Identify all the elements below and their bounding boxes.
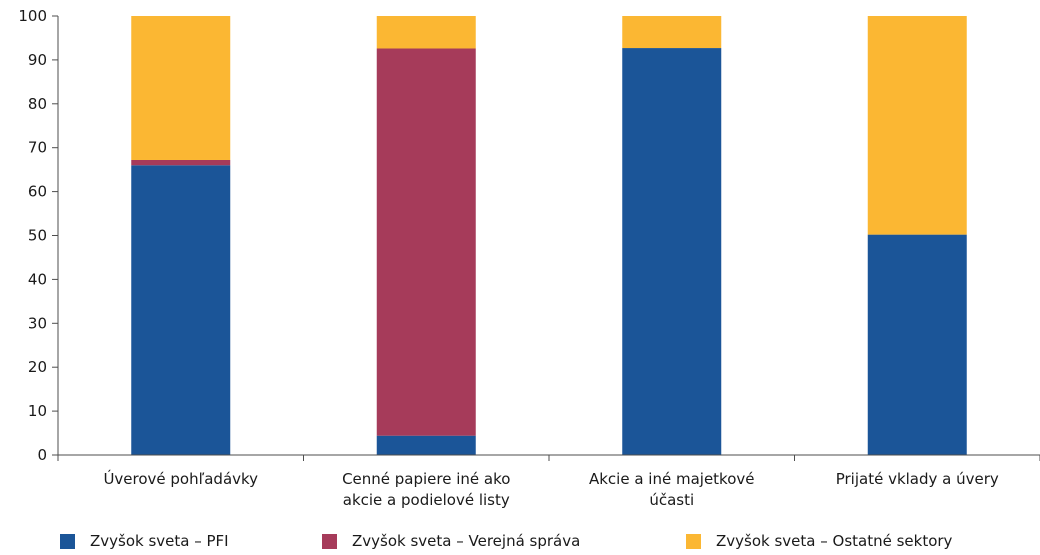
- bar-segment-cat0-series1: [131, 159, 231, 166]
- bar-segment-cat2-series0: [622, 48, 722, 456]
- y-tick-label: 0: [37, 446, 47, 464]
- axes-group: [52, 15, 1040, 461]
- x-category-label: Prijaté vklady a úvery: [836, 470, 999, 488]
- legend-swatch-pfi: [60, 533, 75, 549]
- y-tick-label: 90: [28, 51, 47, 69]
- y-tick-label: 100: [18, 7, 47, 25]
- y-tick-labels: 0 10 20 30 40 50 60 70 80 90 100: [18, 7, 47, 464]
- legend-swatch-verejna-sprava: [322, 533, 337, 549]
- bar-segment-cat1-series1: [376, 48, 476, 436]
- x-category-label: Úverové pohľadávky: [103, 469, 258, 488]
- bar-segment-cat0-series0: [131, 165, 231, 455]
- legend-swatch-ostatne-sektory: [686, 533, 701, 549]
- stacked-bar-chart: 0 10 20 30 40 50 60 70 80 90 100 Úverové pohľadávk…: [18, 7, 1040, 509]
- legend-label-pfi: Zvyšok sveta – PFI: [90, 532, 229, 550]
- y-tick-label: 20: [28, 358, 47, 376]
- y-tick-label: 80: [28, 95, 47, 113]
- bar-segment-cat3-series2: [867, 16, 967, 235]
- legend-label-verejna-sprava: Zvyšok sveta – Verejná správa: [352, 532, 581, 550]
- x-category-label: Cenné papiere iné ako: [342, 470, 510, 488]
- legend-item-ostatne-sektory: Zvyšok sveta – Ostatné sektory: [686, 532, 952, 550]
- legend-item-verejna-sprava: Zvyšok sveta – Verejná správa: [322, 532, 580, 550]
- y-tick-label: 40: [28, 270, 47, 288]
- bar-segment-cat0-series2: [131, 16, 231, 160]
- bars-group: [131, 16, 967, 456]
- x-category-labels: Úverové pohľadávky Cenné papiere iné ako a…: [103, 469, 998, 509]
- y-tick-label: 70: [28, 139, 47, 157]
- x-category-label: Akcie a iné majetkové: [589, 470, 755, 488]
- legend: Zvyšok sveta – PFI Zvyšok sveta – Verejn…: [0, 532, 1040, 555]
- legend-label-ostatne-sektory: Zvyšok sveta – Ostatné sektory: [716, 532, 953, 550]
- x-category-label: účasti: [649, 491, 694, 509]
- y-tick-label: 50: [28, 227, 47, 245]
- bar-segment-cat1-series0: [376, 435, 476, 455]
- x-category-label: akcie a podielové listy: [343, 491, 510, 509]
- y-tick-label: 30: [28, 314, 47, 332]
- y-tick-label: 10: [28, 402, 47, 420]
- legend-item-pfi: Zvyšok sveta – PFI: [60, 532, 229, 550]
- bar-segment-cat2-series2: [622, 16, 722, 49]
- bar-segment-cat3-series0: [867, 234, 967, 455]
- bar-segment-cat1-series2: [376, 16, 476, 49]
- y-tick-label: 60: [28, 183, 47, 201]
